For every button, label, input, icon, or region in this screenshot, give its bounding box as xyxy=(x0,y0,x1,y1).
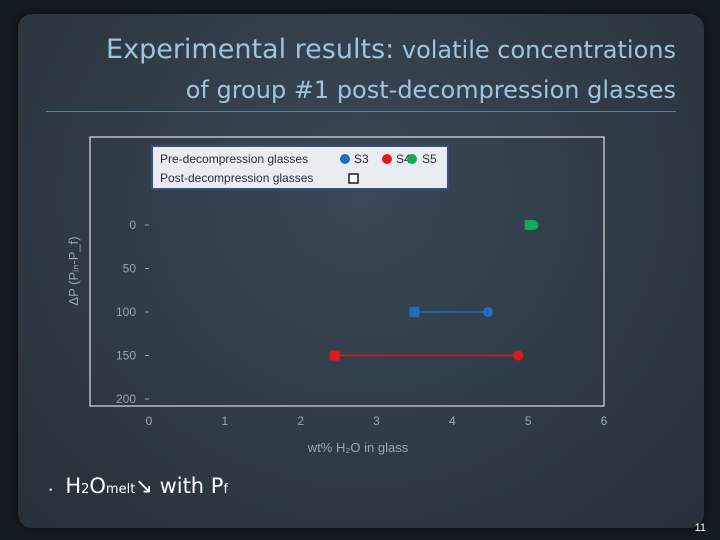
x-tick-label: 1 xyxy=(221,414,228,428)
post-point-s5 xyxy=(524,220,535,230)
page-number: 11 xyxy=(694,522,706,534)
legend-post-marker xyxy=(348,173,359,184)
title-line2: of group #1 post-decompression glasses xyxy=(185,76,676,104)
x-axis-label: wt% H₂O in glass xyxy=(307,440,409,455)
y-tick-label: 150 xyxy=(116,349,136,363)
legend-box xyxy=(151,145,449,190)
slide-frame xyxy=(18,14,704,528)
x-tick-label: 4 xyxy=(449,414,456,428)
post-point-s3 xyxy=(409,307,420,317)
pre-point-s3 xyxy=(482,307,493,317)
x-tick-label: 6 xyxy=(601,414,608,428)
bullet-sub-2: 2 xyxy=(81,482,90,497)
x-tick-label: 0 xyxy=(146,414,153,428)
legend-label-s3: S3 xyxy=(354,152,369,166)
y-axis-label: ΔP (Pᵢₙ-P_f) xyxy=(66,236,81,305)
plot-frame xyxy=(89,136,605,407)
legend-label-s4: S4 xyxy=(396,152,411,166)
bullet-icon: • xyxy=(48,486,54,496)
pre-point-s4 xyxy=(513,350,524,361)
y-tick-label: 0 xyxy=(129,218,136,232)
bullet-h: H xyxy=(65,474,82,498)
legend-post-label: Post-decompression glasses xyxy=(160,171,313,185)
legend-marker-s5 xyxy=(407,154,417,164)
x-tick-label: 3 xyxy=(373,414,380,428)
slide-title: Experimental results: volatile concentra… xyxy=(36,30,676,110)
legend-pre-label: Pre-decompression glasses xyxy=(160,152,308,166)
x-tick-label: 5 xyxy=(525,414,532,428)
legend-label-s5: S5 xyxy=(422,152,437,166)
title-rest: volatile concentrations xyxy=(394,36,676,64)
legend-marker-s4 xyxy=(382,154,392,164)
bullet-arrow-text: ↘ with P xyxy=(135,474,224,498)
y-tick-label: 200 xyxy=(116,392,136,406)
title-lead: Experimental results: xyxy=(106,34,395,65)
y-tick-label: 100 xyxy=(116,305,136,319)
bullet-sub-f: f xyxy=(223,482,229,497)
title-divider xyxy=(46,111,676,112)
post-point-s4 xyxy=(329,350,340,361)
x-tick-label: 2 xyxy=(297,414,304,428)
bullet-o: O xyxy=(89,474,106,498)
legend-marker-s3 xyxy=(340,154,350,164)
bullet-sub-melt: melt xyxy=(105,482,136,497)
y-tick-label: 50 xyxy=(123,262,137,276)
water-pressure-chart: 0 50 100 150 200 0 1 2 3 4 5 6 wt% H₂O in glass ΔP (P… xyxy=(66,136,608,455)
